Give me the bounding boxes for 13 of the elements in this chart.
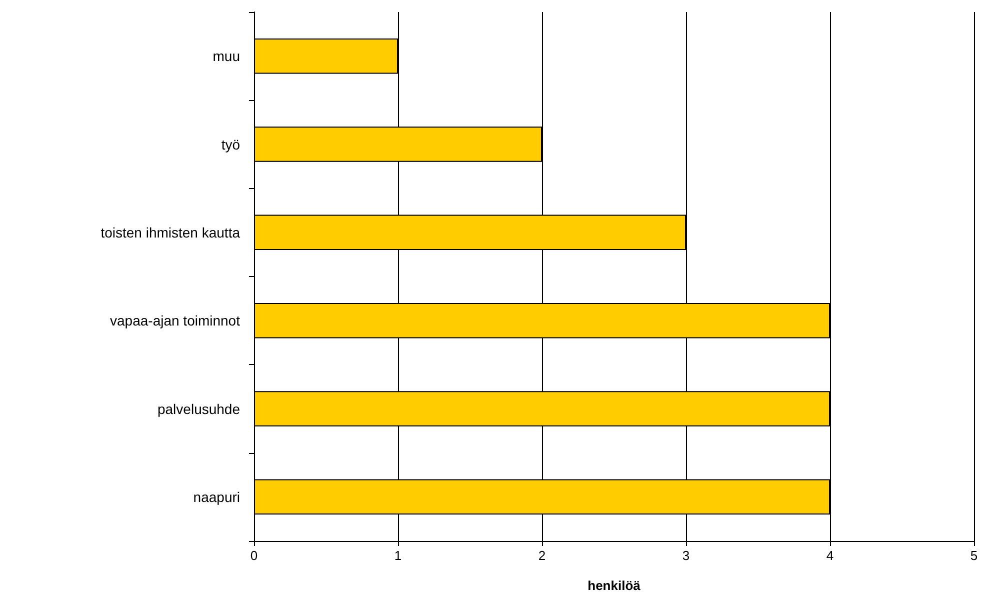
x-tick-label: 3 (682, 548, 690, 563)
x-tick-label: 0 (250, 548, 258, 563)
x-tick-label: 5 (970, 548, 978, 563)
x-tick-label: 1 (394, 548, 402, 563)
y-tick-label: vapaa-ajan toiminnot (110, 312, 240, 329)
y-tick-label: toisten ihmisten kautta (100, 224, 240, 240)
y-tick-label: muu (212, 48, 240, 64)
x-axis-title: henkilöä (588, 578, 642, 593)
y-tick-label: palvelusuhde (157, 400, 240, 417)
x-tick-label: 2 (538, 548, 546, 563)
y-tick-label: työ (221, 136, 240, 152)
y-tick-label: naapuri (193, 488, 240, 505)
x-tick-label: 4 (826, 548, 834, 563)
